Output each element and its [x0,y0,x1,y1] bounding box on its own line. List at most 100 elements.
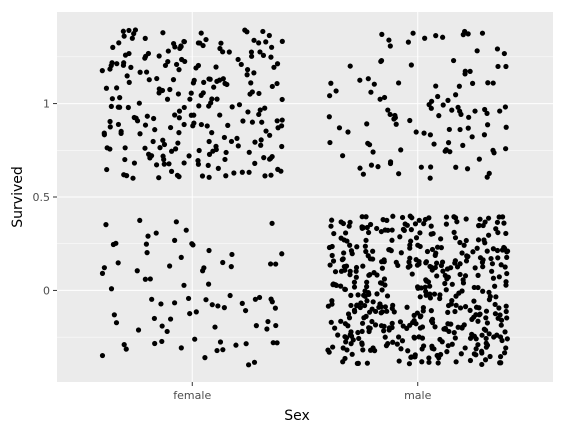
data-point [475,237,482,243]
data-point [279,96,285,103]
data-point [252,296,258,302]
data-point [143,241,149,247]
data-point [271,64,277,70]
data-point [466,114,472,120]
data-point [249,53,255,59]
data-point [370,256,376,262]
data-point [274,80,280,87]
data-point [170,77,177,83]
data-point [340,359,346,365]
data-point [482,357,489,363]
data-point [434,352,440,359]
data-point [421,130,427,136]
data-point [359,328,365,335]
data-point [135,327,142,333]
data-point [502,264,508,270]
data-point [265,318,271,325]
data-point [407,263,413,269]
data-point [387,247,393,253]
data-point [428,105,434,111]
data-point [332,325,338,331]
data-point [203,297,209,303]
data-point [164,96,171,102]
data-point [335,332,341,338]
data-point [427,263,433,270]
data-point [331,230,337,237]
data-point [347,242,353,248]
data-point [413,235,420,241]
data-point [374,225,380,232]
data-point [501,50,507,57]
data-point [443,221,449,227]
data-point [338,219,344,225]
data-point [348,248,355,254]
data-point [336,125,343,131]
data-point [239,300,245,306]
data-point [168,148,175,154]
data-point [150,138,156,145]
data-point [381,276,388,282]
data-point [217,45,223,52]
data-point [449,281,455,287]
data-point [381,328,387,334]
data-point [210,148,216,154]
data-point [462,345,468,351]
data-point [444,276,450,282]
data-point [398,147,404,153]
data-point [495,255,501,261]
data-point [128,64,134,70]
data-point [236,102,243,108]
data-point [200,42,206,49]
data-point [493,226,499,232]
data-point [440,102,446,108]
data-point [439,339,445,345]
data-point [434,244,441,250]
data-point [220,347,226,353]
data-point [364,298,370,304]
data-point [142,55,148,61]
data-point [126,27,132,34]
data-point [372,322,379,328]
data-point [473,346,479,352]
data-point [398,250,404,256]
data-point [472,108,478,114]
data-point [176,130,182,136]
data-point [469,316,475,322]
data-point [462,273,469,279]
data-point [153,230,159,236]
x-axis: female male [173,382,432,402]
data-point [329,252,335,259]
data-point [480,264,486,270]
data-point [483,315,489,321]
data-point [457,126,463,133]
data-point [206,76,212,82]
data-point [251,359,258,365]
data-point [382,227,388,233]
data-point [382,334,388,340]
data-point [486,170,492,176]
data-point [463,216,469,222]
data-point [365,253,371,259]
data-point [448,301,454,307]
data-point [346,223,352,229]
data-point [492,301,498,308]
data-point [228,138,235,145]
data-point [354,302,360,308]
data-point [428,164,434,170]
data-point [172,237,178,243]
data-point [392,112,398,119]
data-point [504,254,510,260]
data-point [352,309,358,315]
data-point [99,270,106,276]
data-point [242,307,249,314]
data-point [446,328,452,335]
data-point [379,31,385,37]
data-point [479,30,486,36]
data-point [400,226,406,232]
data-point [495,63,501,70]
data-point [445,140,452,146]
data-point [357,77,363,83]
data-point [215,165,221,171]
data-point [279,117,285,123]
data-point [467,357,474,364]
